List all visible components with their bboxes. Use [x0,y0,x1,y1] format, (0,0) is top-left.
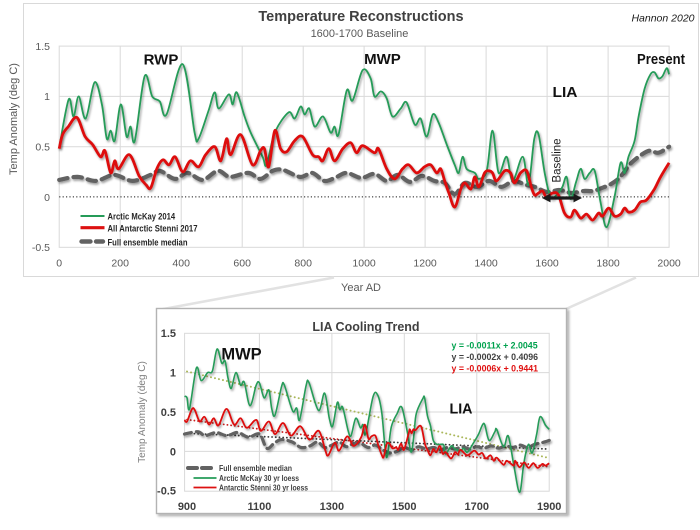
svg-text:Hannon 2020: Hannon 2020 [631,13,694,25]
svg-text:1700: 1700 [465,501,489,513]
svg-text:LIA: LIA [553,84,578,101]
svg-text:RWP: RWP [144,52,179,69]
svg-text:1300: 1300 [320,501,344,513]
svg-text:1: 1 [170,368,176,380]
svg-text:1900: 1900 [537,501,561,513]
svg-text:Full ensemble median: Full ensemble median [219,463,292,473]
svg-text:1100: 1100 [247,501,271,513]
svg-text:1: 1 [44,91,50,103]
svg-text:Arctic McKay 2014: Arctic McKay 2014 [108,212,176,222]
svg-text:1.5: 1.5 [35,41,50,53]
svg-text:Full ensemble median: Full ensemble median [108,237,188,247]
svg-text:Present: Present [637,51,685,68]
svg-text:1.5: 1.5 [161,328,176,340]
svg-text:MWP: MWP [221,346,261,364]
svg-text:y = -0.0011x + 2.0045: y = -0.0011x + 2.0045 [452,340,538,350]
svg-text:LIA Cooling Trend: LIA Cooling Trend [312,320,419,334]
svg-text:Temp Anomaly (deg C): Temp Anomaly (deg C) [137,361,148,463]
svg-text:0.5: 0.5 [161,407,176,419]
svg-text:2000: 2000 [657,258,681,270]
svg-text:1200: 1200 [413,258,437,270]
svg-text:y = -0.0006x + 0.9441: y = -0.0006x + 0.9441 [452,364,539,374]
svg-text:400: 400 [172,258,190,270]
svg-text:Year AD: Year AD [341,282,381,294]
svg-text:-0.5: -0.5 [32,242,50,254]
svg-text:0: 0 [170,446,176,458]
svg-text:Arctic McKay 30 yr loess: Arctic McKay 30 yr loess [219,473,299,483]
svg-text:0: 0 [56,258,62,270]
svg-text:1600-1700 Baseline: 1600-1700 Baseline [311,28,409,40]
svg-text:Antarctic Stenni 30 yr loess: Antarctic Stenni 30 yr loess [219,483,308,493]
svg-text:-0.5: -0.5 [157,486,176,498]
svg-text:Baseline: Baseline [552,138,564,182]
svg-text:800: 800 [294,258,312,270]
svg-text:1600: 1600 [535,258,559,270]
svg-text:1500: 1500 [392,501,416,513]
svg-text:All Antarctic Stenni 2017: All Antarctic Stenni 2017 [108,224,198,234]
svg-text:200: 200 [111,258,129,270]
svg-text:MWP: MWP [364,51,401,68]
svg-text:1800: 1800 [596,258,620,270]
svg-text:0.5: 0.5 [35,142,50,154]
svg-text:y = -0.0002x + 0.4096: y = -0.0002x + 0.4096 [452,352,539,362]
svg-text:Temp Anomaly (deg C): Temp Anomaly (deg C) [8,63,20,175]
svg-text:600: 600 [233,258,251,270]
svg-text:0: 0 [44,192,50,204]
svg-text:900: 900 [178,501,196,513]
svg-text:1000: 1000 [352,258,376,270]
svg-text:Temperature Reconstructions: Temperature Reconstructions [258,9,463,25]
svg-text:LIA: LIA [450,401,473,418]
svg-text:1400: 1400 [474,258,498,270]
